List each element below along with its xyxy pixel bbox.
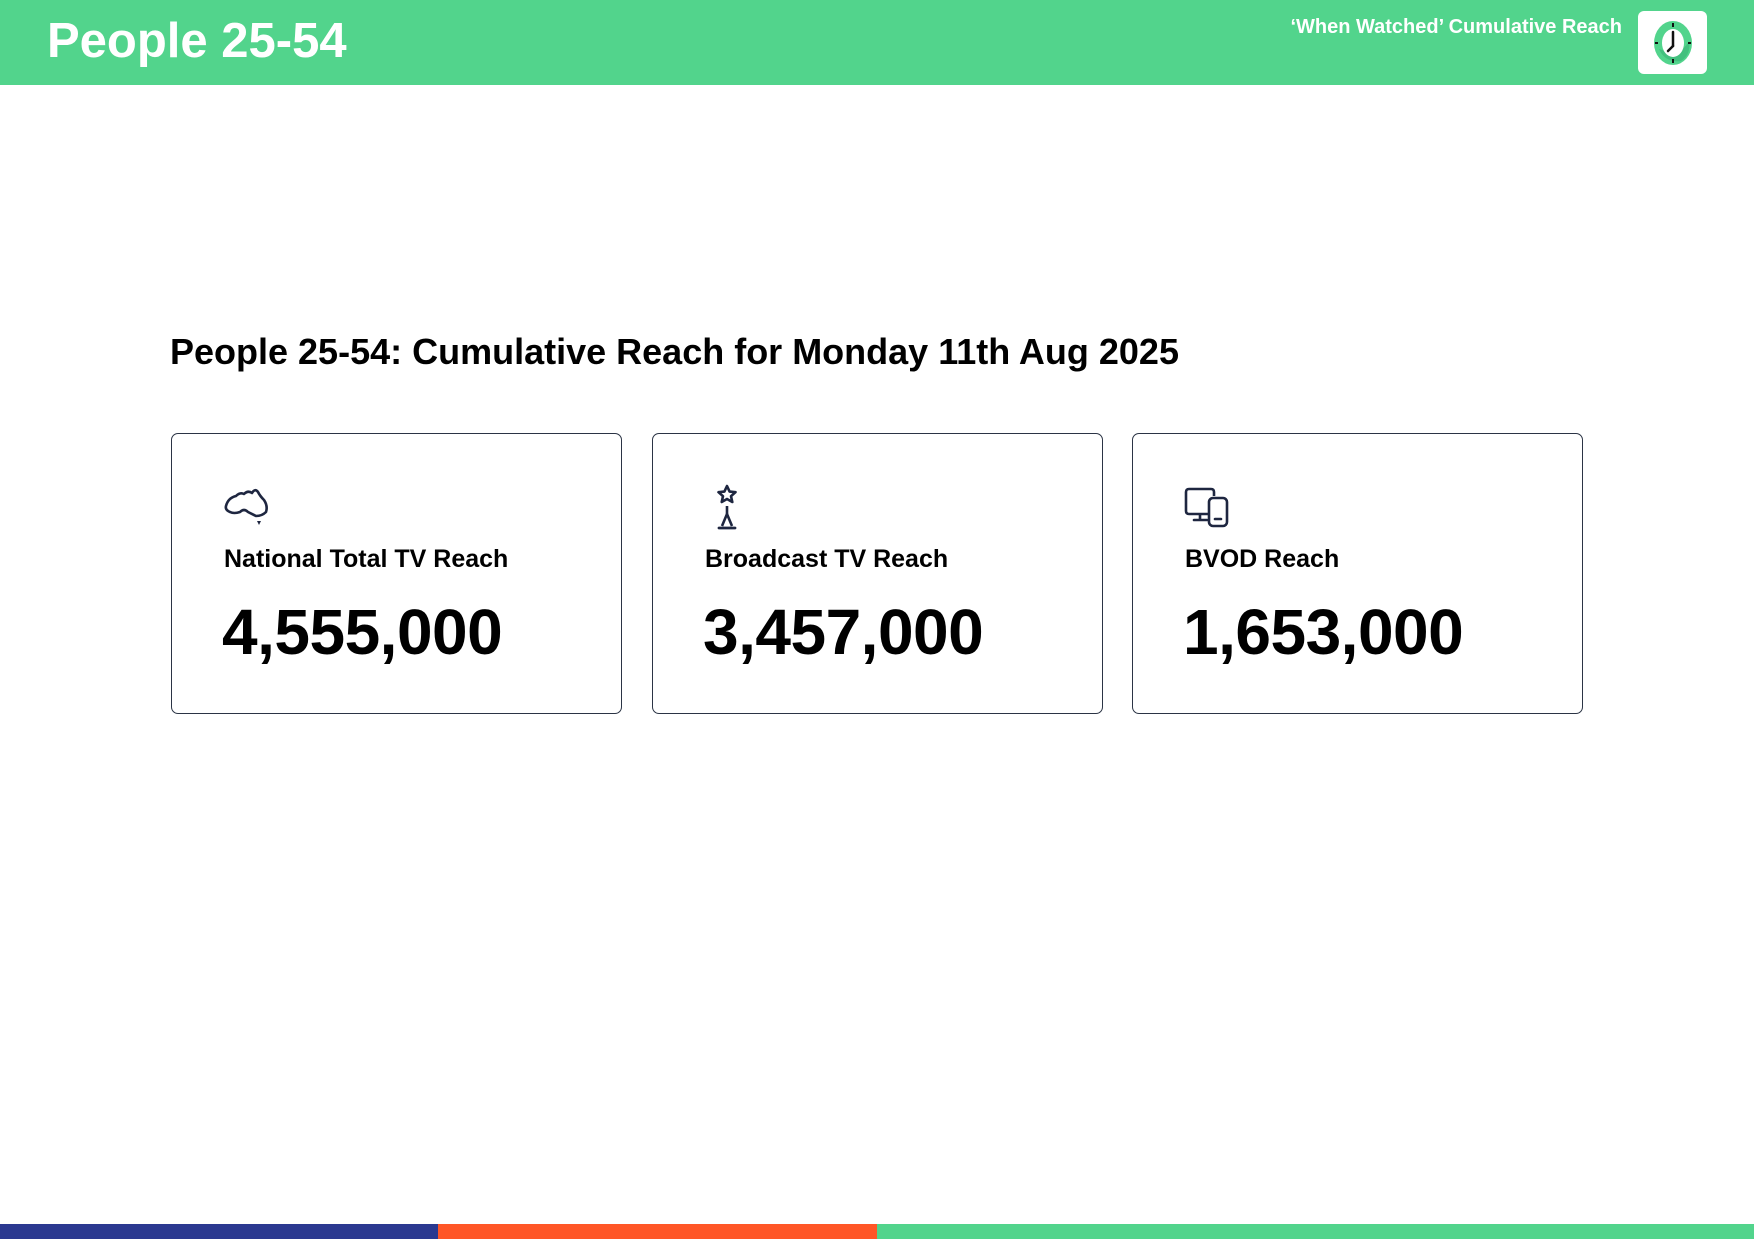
- footer-color-bar: [0, 1224, 1754, 1239]
- footer-segment-orange: [438, 1224, 877, 1239]
- header-bar: People 25-54 ‘When Watched’ Cumulative R…: [0, 0, 1754, 85]
- card-label: National Total TV Reach: [224, 545, 509, 573]
- card-label: BVOD Reach: [1185, 545, 1340, 573]
- card-value: 1,653,000: [1183, 596, 1464, 668]
- footer-segment-blue: [0, 1224, 438, 1239]
- australia-map-icon: [224, 488, 268, 525]
- card-label: Broadcast TV Reach: [705, 545, 949, 573]
- header-subtitle: ‘When Watched’ Cumulative Reach: [1290, 16, 1622, 38]
- header-title: People 25-54: [47, 14, 347, 68]
- card-value: 4,555,000: [222, 596, 503, 668]
- broadcast-tower-star-icon: [717, 484, 737, 530]
- clock-icon: [1653, 20, 1692, 65]
- card-value: 3,457,000: [703, 596, 984, 668]
- card-broadcast-tv-reach: Broadcast TV Reach 3,457,000: [652, 433, 1103, 714]
- card-bvod-reach: BVOD Reach 1,653,000: [1132, 433, 1583, 714]
- devices-monitor-phone-icon: [1184, 487, 1229, 528]
- clock-badge: [1638, 11, 1707, 74]
- card-national-total-tv-reach: National Total TV Reach 4,555,000: [171, 433, 622, 714]
- footer-segment-green: [877, 1224, 1754, 1239]
- page-title: People 25-54: Cumulative Reach for Monda…: [170, 331, 1179, 372]
